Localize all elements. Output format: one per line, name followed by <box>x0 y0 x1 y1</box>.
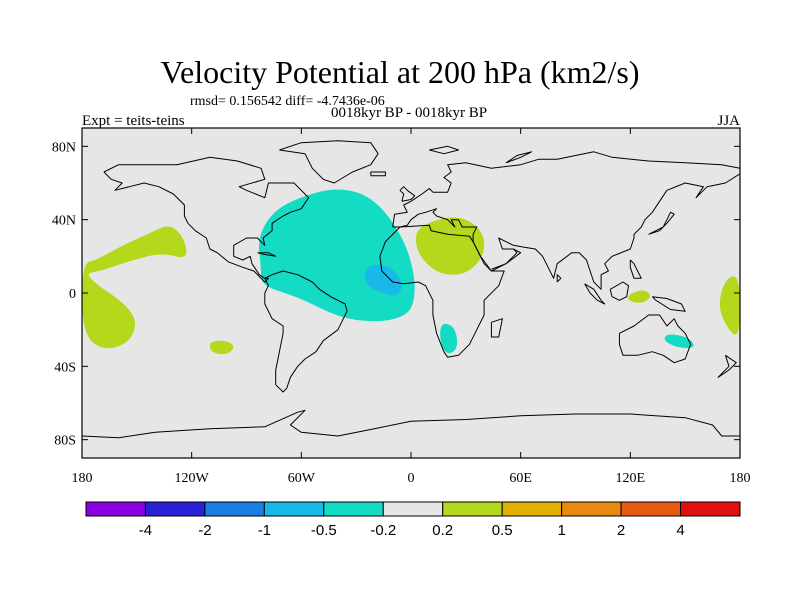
colorbar-label: -0.2 <box>370 522 396 539</box>
colorbar-swatch <box>204 501 265 517</box>
coastline-borneo <box>609 281 629 301</box>
colorbar-swatch <box>561 501 622 517</box>
colorbar-label: 0.5 <box>492 522 513 539</box>
coastline-australia <box>618 314 692 364</box>
colorbar-label: 2 <box>617 522 625 539</box>
colorbar-label: -2 <box>198 522 211 539</box>
lat-tick-label: 80S <box>54 434 76 449</box>
lon-tick-label: 0 <box>408 471 415 486</box>
lon-tick-label: 180 <box>72 471 93 486</box>
colorbar-swatch <box>323 501 384 517</box>
lat-tick-label: 40S <box>54 360 76 375</box>
coastline-cuba <box>257 252 277 257</box>
coastline-japan <box>648 211 675 235</box>
axis-ticks: 80N 40N 0 40S 80S 180 120W 60W 0 60E 120E 180 <box>52 128 751 486</box>
period-label: 0018kyr BP - 0018kyr BP <box>330 105 488 121</box>
coastline-madagascar <box>490 318 503 338</box>
page-title: Velocity Potential at 200 hPa (km2/s) <box>160 54 640 90</box>
coastline-iceland <box>370 171 386 177</box>
anomaly-south-africa-negative <box>440 323 458 354</box>
colorbar-label: 0.2 <box>432 522 453 539</box>
lon-tick-label: 60E <box>509 471 532 486</box>
colorbar-label: 4 <box>676 522 684 539</box>
coastline-svalbard <box>429 145 459 155</box>
coastline-europe-asia <box>392 151 740 290</box>
colorbar-label: -0.5 <box>311 522 337 539</box>
coastline-sumatra <box>584 283 606 305</box>
coastline-arabia-peninsula <box>491 248 518 270</box>
colorbar-swatch <box>382 501 444 517</box>
lat-tick-label: 40N <box>52 214 76 229</box>
colorbar-swatch <box>501 501 563 517</box>
anomaly-layer <box>82 189 740 355</box>
anomaly-north-africa-positive <box>415 217 485 275</box>
coastline-new-zealand <box>717 354 737 378</box>
lon-tick-label: 180 <box>730 471 751 486</box>
colorbar-label: -1 <box>258 522 271 539</box>
lon-tick-label: 120E <box>616 471 646 486</box>
anomaly-atlantic-core <box>364 265 402 296</box>
stats-line: rmsd= 0.156542 diff= -4.7436e-06 <box>190 94 385 109</box>
coastline-british-isles <box>399 186 416 202</box>
coastline-south-america <box>264 270 348 393</box>
colorbar-swatch <box>144 501 206 517</box>
season-label: JJA <box>717 113 740 129</box>
colorbar: -4 -2 -1 -0.5 -0.2 0.2 0.5 1 2 4 <box>85 501 741 539</box>
coastline-layer <box>82 140 740 439</box>
colorbar-label: -4 <box>139 522 152 539</box>
anomaly-dateline-positive <box>719 276 740 335</box>
colorbar-swatch <box>620 501 682 517</box>
anomaly-indonesia-positive <box>628 290 651 303</box>
coastline-africa <box>379 224 505 358</box>
lon-tick-label: 60W <box>288 471 316 486</box>
anomaly-south-pacific-positive <box>209 340 234 355</box>
coastline-new-guinea <box>651 296 686 312</box>
colorbar-swatch <box>442 501 503 517</box>
colorbar-swatch <box>263 501 325 517</box>
coastline-philippines <box>629 259 642 279</box>
colorbar-label: 1 <box>557 522 565 539</box>
lon-tick-label: 120W <box>175 471 210 486</box>
colorbar-swatch <box>85 501 146 517</box>
colorbar-swatch <box>680 501 741 517</box>
coastline-novaya-zemlya <box>505 151 533 164</box>
coastline-antarctica <box>82 409 740 439</box>
coastline-sri-lanka <box>556 274 562 283</box>
lat-tick-label: 80N <box>52 140 76 155</box>
coastline-greenland <box>279 140 379 184</box>
lat-tick-label: 0 <box>69 287 76 302</box>
anomaly-australia-negative <box>664 334 694 348</box>
coastline-north-america <box>103 156 310 283</box>
anomaly-pacific-positive <box>82 226 187 349</box>
experiment-label: Expt = teits-teins <box>82 113 185 129</box>
